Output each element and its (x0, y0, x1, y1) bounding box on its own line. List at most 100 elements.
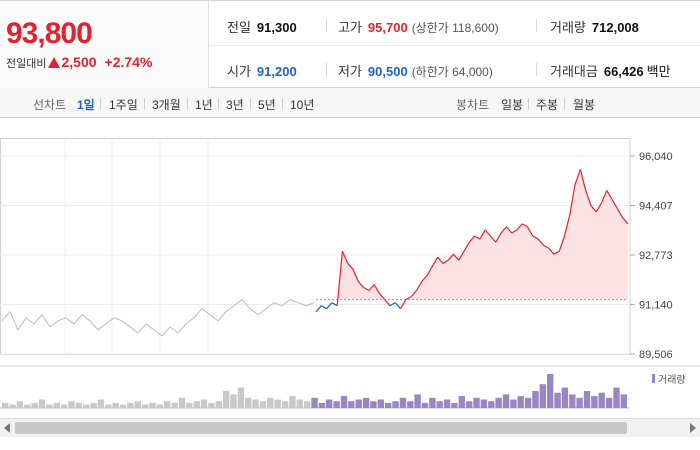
series-today-segment (500, 226, 507, 234)
volume-bar (362, 397, 370, 408)
tab-1day[interactable]: 1일 (77, 98, 95, 112)
prev-close-label: 전일 (227, 20, 251, 35)
volume-bar (164, 401, 171, 408)
series-today-segment (347, 262, 354, 270)
scroll-left-icon[interactable] (4, 423, 10, 433)
volume-bar (318, 402, 326, 408)
volume-bar (591, 396, 598, 408)
volume-bar (24, 404, 31, 408)
stat-open: 시가 91,200 (227, 61, 297, 80)
low-label: 저가 (338, 64, 362, 79)
volume-bar (296, 399, 303, 408)
volume-bar (245, 397, 252, 408)
series-today-segment (606, 190, 613, 200)
volume-bar (326, 399, 333, 408)
series-today-segment (336, 251, 343, 306)
tab-1year[interactable]: 1년 (195, 98, 213, 112)
period-tabs: 선차트 1일 1주일 3개월 1년 3년 5년 10년 봉차트 일봉 주봉 월봉 (0, 88, 700, 118)
series-today-segment (458, 250, 465, 261)
series-today-segment (405, 296, 412, 301)
scroll-right-icon[interactable] (690, 423, 696, 433)
volume-bar (333, 401, 340, 408)
volume-bar (480, 399, 488, 408)
chart-scrollbar[interactable] (0, 418, 700, 437)
series-today-segment (321, 305, 327, 310)
volume-bar (141, 404, 149, 408)
series-today-segment (379, 293, 386, 300)
volume-bar (466, 401, 473, 408)
lower-limit: (하한가 64,000) (411, 65, 493, 79)
series-today-segment (543, 244, 549, 249)
series-today-segment (363, 286, 370, 292)
series-today-segment (389, 302, 396, 307)
tab-3year[interactable]: 3년 (226, 98, 244, 112)
change-amount: 2,500 (61, 54, 97, 70)
series-today-segment (421, 275, 428, 282)
volume-bar (385, 402, 392, 408)
upper-limit: (상한가 118,600) (411, 21, 499, 35)
tab-separator (187, 98, 188, 109)
volume-bar (193, 401, 200, 408)
high-value: 95,700 (367, 20, 408, 35)
volume-bar (200, 399, 208, 408)
volume-bar (222, 391, 230, 408)
series-today-segment (490, 235, 497, 243)
volume-bar (16, 401, 24, 408)
y-tick-label: 91,140 (639, 299, 673, 311)
volume-bar (517, 396, 524, 408)
scroll-thumb[interactable] (15, 422, 627, 434)
series-today-segment (511, 229, 518, 234)
series-today-segment (357, 281, 365, 288)
series-today-segment (563, 214, 571, 237)
series-today-segment (415, 281, 423, 291)
volume-bar (605, 397, 613, 408)
series-today-segment (368, 284, 375, 291)
prev-close-value: 91,300 (256, 20, 297, 35)
volume-bar (613, 387, 620, 408)
open-value: 91,200 (256, 64, 297, 79)
y-tick-label: 92,773 (639, 250, 673, 262)
volume-bar (502, 394, 510, 408)
series-today-segment (431, 256, 439, 267)
stat-amount: 거래대금 66,426 백만 (550, 61, 671, 80)
volume-bar (208, 402, 215, 408)
volume-bar (156, 404, 164, 408)
series-today-segment (479, 229, 486, 240)
volume-bar (407, 401, 414, 408)
series-today-segment (315, 305, 322, 313)
volume-bar (46, 404, 53, 408)
tab-monthly-candle[interactable]: 월봉 (573, 98, 596, 112)
tab-5year[interactable]: 5년 (258, 98, 276, 112)
tab-daily-candle[interactable]: 일봉 (501, 98, 524, 112)
tab-separator (100, 98, 101, 109)
volume-bar (524, 397, 532, 408)
series-today-segment (437, 256, 444, 264)
volume-bar (348, 401, 355, 408)
volume-legend-swatch (652, 374, 655, 383)
tab-weekly-candle[interactable]: 주봉 (536, 98, 559, 112)
series-today-segment (558, 235, 566, 252)
volume-bar (252, 399, 259, 408)
series-today-segment (611, 199, 618, 210)
volume-bar (547, 374, 554, 408)
volume-bar (436, 401, 443, 408)
low-value: 90,500 (367, 64, 408, 79)
tab-separator (564, 98, 565, 109)
candle-chart-label: 봉차트 (456, 98, 490, 112)
volume-bar (38, 399, 46, 408)
series-today-segment (579, 169, 587, 191)
volume-bar (473, 397, 480, 408)
volume-bar (259, 401, 267, 408)
tab-1week[interactable]: 1주일 (109, 98, 138, 112)
volume-bar (370, 401, 377, 408)
tab-3month[interactable]: 3개월 (152, 98, 181, 112)
current-price-panel: 93,800 전일대비 2,500 +2.74% (0, 1, 209, 88)
series-today-segment (341, 250, 349, 264)
volume-bar (149, 402, 156, 408)
volume-bar (237, 387, 245, 408)
tab-10year[interactable]: 10년 (290, 98, 315, 112)
change-label: 전일대비 (6, 58, 47, 70)
y-tick-label: 89,506 (639, 349, 673, 361)
high-label: 고가 (338, 20, 362, 35)
series-today-segment (526, 226, 534, 237)
